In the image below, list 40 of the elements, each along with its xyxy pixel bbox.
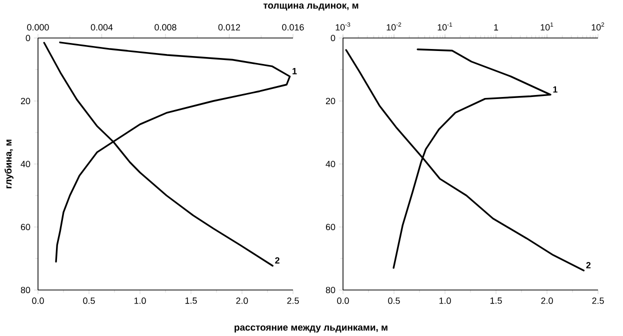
x2-tick-label: 10$^{1}$ bbox=[540, 22, 554, 30]
x2-tick-label: 0.008 bbox=[154, 24, 176, 30]
y-tick-label: 40 bbox=[20, 160, 30, 168]
series-label: 1 bbox=[292, 68, 297, 74]
x2-tick-label: 1 bbox=[494, 24, 498, 30]
x-tick-label: 0.0 bbox=[337, 298, 349, 304]
x-tick-label: 0.5 bbox=[83, 298, 95, 304]
x2-tick-label: 0.004 bbox=[90, 24, 113, 30]
y-tick-label: 0 bbox=[26, 34, 30, 42]
x2-tick-label: 0.012 bbox=[218, 24, 240, 30]
x-axis-title: расстояние между льдинками, м bbox=[234, 325, 388, 333]
x-tick-label: 2.5 bbox=[287, 298, 299, 304]
y-tick-label: 40 bbox=[326, 160, 336, 168]
x2-tick-label: 0.000 bbox=[27, 24, 49, 30]
x-tick-label: 2.0 bbox=[236, 298, 248, 304]
y-tick-label: 60 bbox=[20, 224, 30, 230]
x2-axis-title: толщина льдинок, м bbox=[263, 4, 358, 10]
x2-tick-label: 10$^{2}$ bbox=[592, 22, 604, 30]
series-label: 2 bbox=[586, 262, 591, 268]
y-tick-label: 80 bbox=[326, 286, 336, 294]
x2-tick-label: 0.016 bbox=[282, 24, 304, 30]
x-tick-label: 0.0 bbox=[32, 298, 44, 304]
y-axis-title: глубина, м bbox=[4, 140, 14, 188]
x2-tick-label: 10$^{-3}$ bbox=[336, 22, 350, 30]
series-label: 2 bbox=[275, 257, 280, 264]
y-tick-label: 60 bbox=[326, 224, 336, 230]
x2-tick-label: 10$^{-2}$ bbox=[386, 22, 402, 30]
x-tick-label: 0.5 bbox=[388, 298, 400, 304]
x2-tick-label: 10$^{-1}$ bbox=[438, 22, 452, 30]
x-tick-label: 1.5 bbox=[185, 298, 197, 304]
y-tick-label: 20 bbox=[326, 98, 336, 104]
y-tick-label: 20 bbox=[20, 98, 30, 104]
x-tick-label: 2.5 bbox=[592, 298, 604, 304]
x-tick-label: 2.0 bbox=[541, 298, 553, 304]
x-tick-label: 1.5 bbox=[490, 298, 502, 304]
y-tick-label: 80 bbox=[20, 286, 30, 294]
series-label: 1 bbox=[553, 86, 558, 93]
y-tick-label: 0 bbox=[330, 34, 336, 42]
x-tick-label: 1.0 bbox=[134, 298, 146, 304]
x-tick-label: 1.0 bbox=[439, 298, 451, 304]
